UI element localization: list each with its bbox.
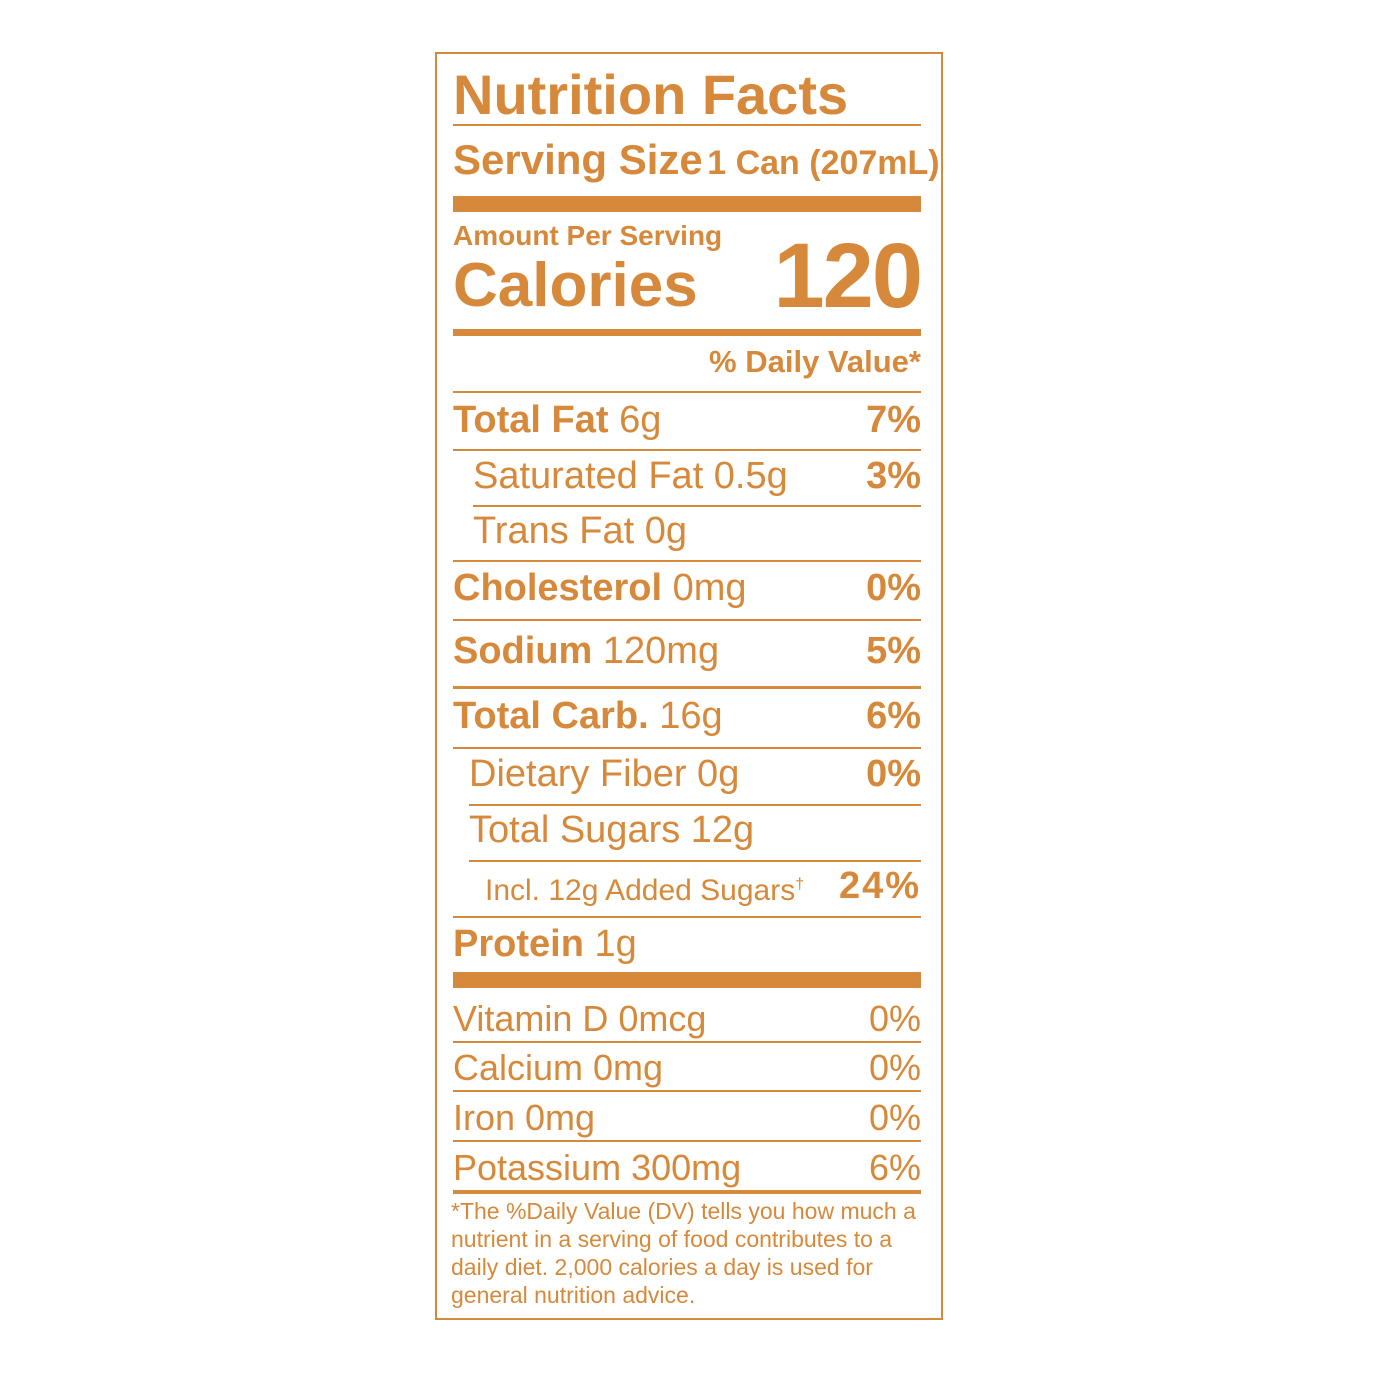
nutrient-dv: 7% [866, 399, 921, 441]
divider [453, 1090, 921, 1092]
nutrient-name: Cholesterol 0mg [453, 567, 747, 609]
nutrient-name: Incl. 12g Added Sugars† [485, 874, 805, 907]
serving-size: Serving Size 1 Can (207mL) [453, 136, 940, 184]
divider [453, 747, 921, 749]
vitamin-row-potassium: Potassium 300mg 6% [453, 1145, 921, 1189]
divider [453, 1041, 921, 1043]
nutrient-row-dietary-fiber: Dietary Fiber 0g 0% [453, 752, 921, 796]
nutrient-name: Total Fat 6g [453, 399, 662, 441]
vitamin-dv: 6% [868, 1147, 921, 1188]
divider-medium [453, 329, 921, 336]
nutrient-dv: 24% [838, 865, 921, 907]
nutrient-row-trans-fat: Trans Fat 0g [453, 509, 921, 553]
vitamin-row-iron: Iron 0mg 0% [453, 1095, 921, 1139]
vitamin-name: Vitamin D 0mcg [453, 998, 707, 1039]
daily-value-footnote: *The %Daily Value (DV) tells you how muc… [451, 1198, 916, 1308]
amount-per-serving: Amount Per Serving [453, 220, 723, 251]
nutrient-row-protein: Protein 1g [453, 922, 921, 966]
label-title: Nutrition Facts [453, 63, 849, 126]
serving-size-value: 1 Can (207mL) [707, 144, 940, 182]
nutrient-row-added-sugars: Incl. 12g Added Sugars† 24% [453, 864, 921, 908]
nutrient-name: Trans Fat 0g [473, 510, 688, 552]
nutrient-name: Total Sugars 12g [469, 809, 755, 851]
vitamin-name: Iron 0mg [453, 1097, 596, 1138]
divider [469, 804, 921, 806]
divider [453, 916, 921, 918]
serving-size-label: Serving Size [453, 136, 703, 183]
label-content: Nutrition Facts Serving Size 1 Can (207m… [451, 54, 940, 1318]
vitamin-dv: 0% [868, 1047, 921, 1088]
nutrient-dv: 3% [866, 455, 921, 497]
nutrient-row-total-fat: Total Fat 6g 7% [453, 398, 921, 442]
divider [453, 1140, 921, 1142]
nutrient-name: Saturated Fat 0.5g [473, 455, 788, 497]
vitamin-row-vitamin-d: Vitamin D 0mcg 0% [453, 996, 921, 1040]
calories-value: 120 [773, 225, 923, 327]
divider-medium [453, 1190, 921, 1194]
nutrient-dv: 6% [866, 695, 921, 737]
calories-label: Calories [453, 251, 698, 320]
nutrient-row-saturated-fat: Saturated Fat 0.5g 3% [453, 454, 921, 498]
vitamin-name: Potassium 300mg [453, 1147, 742, 1188]
vitamin-name: Calcium 0mg [453, 1047, 664, 1088]
divider [453, 124, 921, 126]
nutrient-row-cholesterol: Cholesterol 0mg 0% [453, 566, 921, 610]
nutrient-row-total-sugars: Total Sugars 12g [453, 808, 921, 852]
nutrient-dv: 5% [866, 630, 921, 672]
nutrient-name: Sodium 120mg [453, 630, 720, 672]
nutrient-dv: 0% [866, 753, 921, 795]
daily-value-header: % Daily Value* [709, 344, 921, 379]
nutrition-facts-label: Nutrition Facts Serving Size 1 Can (207m… [435, 52, 943, 1320]
divider [453, 560, 921, 562]
nutrient-name: Total Carb. 16g [453, 695, 723, 737]
divider [469, 860, 921, 862]
vitamin-dv: 0% [868, 1097, 921, 1138]
dagger-mark: † [795, 876, 805, 893]
divider [453, 619, 921, 621]
nutrient-row-total-carb: Total Carb. 16g 6% [453, 694, 921, 738]
nutrient-name: Dietary Fiber 0g [469, 753, 740, 795]
nutrient-name: Protein 1g [453, 923, 637, 965]
divider [473, 505, 921, 507]
divider-thick [453, 972, 921, 988]
divider [453, 686, 921, 689]
vitamin-dv: 0% [868, 998, 921, 1039]
vitamin-row-calcium: Calcium 0mg 0% [453, 1045, 921, 1089]
divider [453, 391, 921, 393]
divider [453, 449, 921, 451]
nutrient-row-sodium: Sodium 120mg 5% [453, 629, 921, 673]
nutrient-dv: 0% [866, 567, 921, 609]
divider-thick [453, 196, 921, 212]
